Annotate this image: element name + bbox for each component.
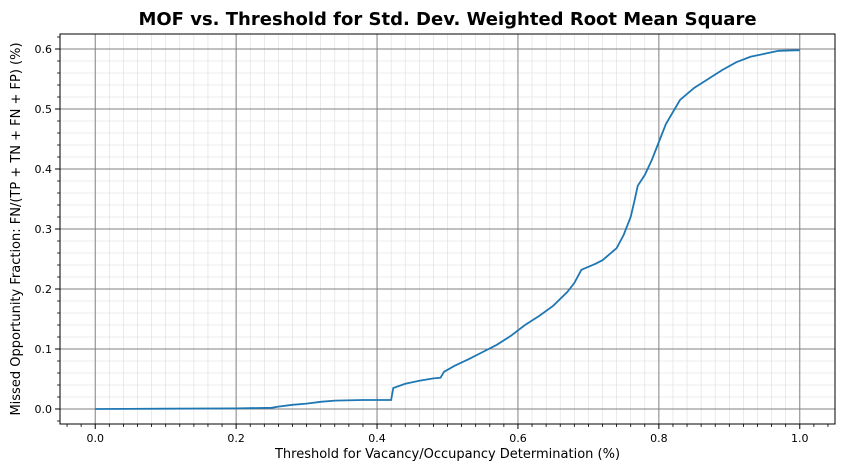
y-tick-label: 0.5 — [35, 103, 53, 116]
x-tick-label: 0.4 — [368, 432, 386, 445]
y-tick-label: 0.0 — [35, 403, 53, 416]
y-tick-label: 0.4 — [35, 163, 53, 176]
y-axis-label: Missed Opportunity Fraction: FN/(TP + TN… — [9, 42, 24, 415]
y-tick-label: 0.1 — [35, 343, 53, 356]
x-tick-label: 0.0 — [86, 432, 104, 445]
x-tick-label: 1.0 — [791, 432, 809, 445]
x-tick-label: 0.8 — [650, 432, 668, 445]
x-tick-label: 0.2 — [227, 432, 245, 445]
y-tick-label: 0.6 — [35, 43, 53, 56]
y-tick-label: 0.2 — [35, 283, 53, 296]
series-line — [95, 49, 800, 410]
x-axis-label: Threshold for Vacancy/Occupancy Determin… — [274, 447, 620, 462]
major-grid — [60, 34, 835, 424]
x-axis-ticks: 0.0 0.2 0.4 0.6 0.8 1.0 — [66, 424, 829, 445]
y-tick-label: 0.3 — [35, 223, 53, 236]
y-axis-ticks: 0.0 0.1 0.2 0.3 0.4 0.5 0.6 — [35, 36, 60, 422]
x-tick-label: 0.6 — [509, 432, 527, 445]
chart-title: MOF vs. Threshold for Std. Dev. Weighted… — [138, 9, 756, 30]
